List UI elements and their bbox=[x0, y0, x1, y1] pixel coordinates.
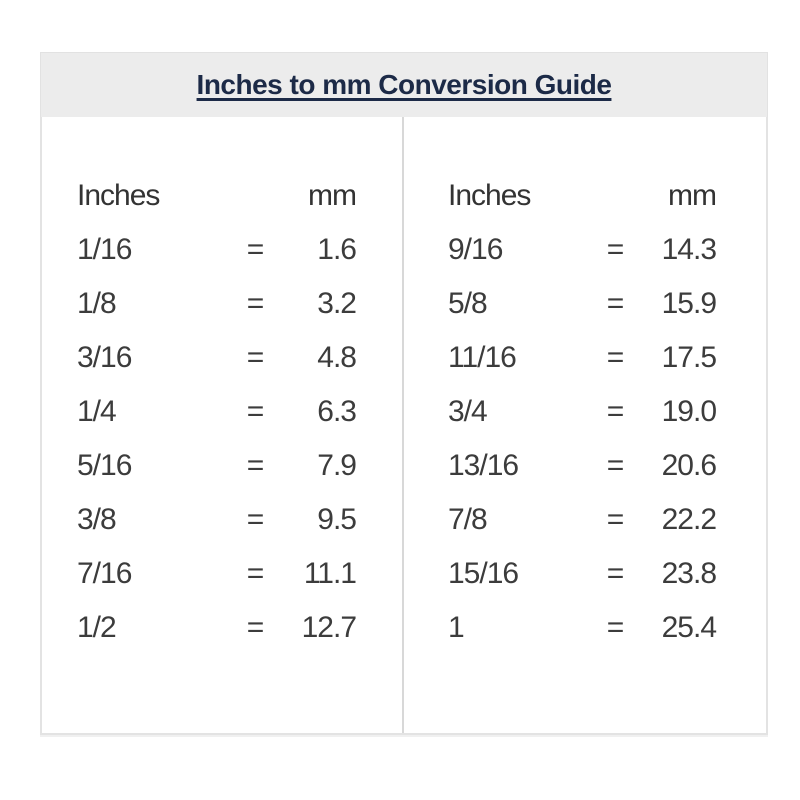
equals-sign: = bbox=[606, 341, 625, 374]
inches-column-header: Inches bbox=[448, 179, 531, 212]
table-row: 15/16 = 23.8 bbox=[448, 547, 717, 601]
mm-value: 25.4 bbox=[661, 611, 717, 644]
equals-sign: = bbox=[606, 449, 625, 482]
mm-value: 22.2 bbox=[661, 503, 717, 536]
mm-value: 9.5 bbox=[317, 503, 357, 536]
guide-title: Inches to mm Conversion Guide bbox=[196, 69, 612, 100]
guide-body: Inches mm 1/16 = 1.6 1/8 = 3.2 3/16 = 4.… bbox=[40, 117, 768, 735]
inches-value: 13/16 bbox=[448, 449, 519, 482]
inches-value: 9/16 bbox=[448, 233, 503, 266]
mm-value: 7.9 bbox=[317, 449, 357, 482]
table-row: 7/8 = 22.2 bbox=[448, 493, 717, 547]
table-row: 7/16 = 11.1 bbox=[77, 547, 357, 601]
equals-sign: = bbox=[606, 287, 625, 320]
table-row: 5/8 = 15.9 bbox=[448, 277, 717, 331]
table-row: 1/2 = 12.7 bbox=[77, 601, 357, 655]
inches-value: 1/2 bbox=[77, 611, 117, 644]
equals-sign: = bbox=[606, 503, 625, 536]
mm-value: 3.2 bbox=[317, 287, 357, 320]
table-row: 1/8 = 3.2 bbox=[77, 277, 357, 331]
guide-header: Inches to mm Conversion Guide bbox=[40, 52, 768, 117]
inches-value: 11/16 bbox=[448, 341, 517, 374]
equals-sign: = bbox=[246, 611, 265, 644]
mm-column-header: mm bbox=[308, 179, 357, 212]
inches-value: 1/4 bbox=[77, 395, 117, 428]
inches-value: 1/8 bbox=[77, 287, 117, 320]
mm-value: 14.3 bbox=[661, 233, 717, 266]
table-row: 11/16 = 17.5 bbox=[448, 331, 717, 385]
equals-sign: = bbox=[246, 341, 265, 374]
inches-column-header: Inches bbox=[77, 179, 160, 212]
conversion-column-right: Inches mm 9/16 = 14.3 5/8 = 15.9 11/16 =… bbox=[404, 117, 766, 733]
table-row: 3/4 = 19.0 bbox=[448, 385, 717, 439]
table-row: 5/16 = 7.9 bbox=[77, 439, 357, 493]
inches-value: 7/16 bbox=[77, 557, 132, 590]
mm-value: 12.7 bbox=[301, 611, 357, 644]
equals-sign: = bbox=[246, 449, 265, 482]
mm-value: 6.3 bbox=[317, 395, 357, 428]
table-row: 3/16 = 4.8 bbox=[77, 331, 357, 385]
mm-column-header: mm bbox=[668, 179, 717, 212]
conversion-guide: Inches to mm Conversion Guide Inches mm … bbox=[40, 52, 768, 735]
equals-sign: = bbox=[606, 395, 625, 428]
inches-value: 1/16 bbox=[77, 233, 132, 266]
table-row: 3/8 = 9.5 bbox=[77, 493, 357, 547]
equals-sign: = bbox=[246, 287, 265, 320]
inches-value: 3/8 bbox=[77, 503, 117, 536]
equals-sign: = bbox=[606, 611, 625, 644]
mm-value: 17.5 bbox=[661, 341, 717, 374]
equals-sign: = bbox=[246, 395, 265, 428]
equals-sign: = bbox=[246, 233, 265, 266]
mm-value: 4.8 bbox=[317, 341, 357, 374]
inches-value: 15/16 bbox=[448, 557, 519, 590]
mm-value: 1.6 bbox=[317, 233, 357, 266]
equals-sign: = bbox=[246, 557, 265, 590]
table-row: 1/16 = 1.6 bbox=[77, 223, 357, 277]
mm-value: 19.0 bbox=[661, 395, 717, 428]
mm-value: 20.6 bbox=[661, 449, 717, 482]
inches-value: 3/16 bbox=[77, 341, 132, 374]
equals-sign: = bbox=[606, 233, 625, 266]
column-header-row: Inches mm bbox=[77, 169, 357, 223]
mm-value: 15.9 bbox=[661, 287, 717, 320]
mm-value: 11.1 bbox=[303, 557, 357, 590]
equals-sign: = bbox=[606, 557, 625, 590]
table-row: 1 = 25.4 bbox=[448, 601, 717, 655]
inches-value: 5/16 bbox=[77, 449, 132, 482]
inches-value: 7/8 bbox=[448, 503, 488, 536]
inches-value: 3/4 bbox=[448, 395, 488, 428]
mm-value: 23.8 bbox=[661, 557, 717, 590]
equals-sign: = bbox=[246, 503, 265, 536]
inches-value: 1 bbox=[448, 611, 465, 644]
table-row: 9/16 = 14.3 bbox=[448, 223, 717, 277]
conversion-column-left: Inches mm 1/16 = 1.6 1/8 = 3.2 3/16 = 4.… bbox=[42, 117, 404, 733]
inches-value: 5/8 bbox=[448, 287, 488, 320]
column-header-row: Inches mm bbox=[448, 169, 717, 223]
table-row: 1/4 = 6.3 bbox=[77, 385, 357, 439]
table-row: 13/16 = 20.6 bbox=[448, 439, 717, 493]
